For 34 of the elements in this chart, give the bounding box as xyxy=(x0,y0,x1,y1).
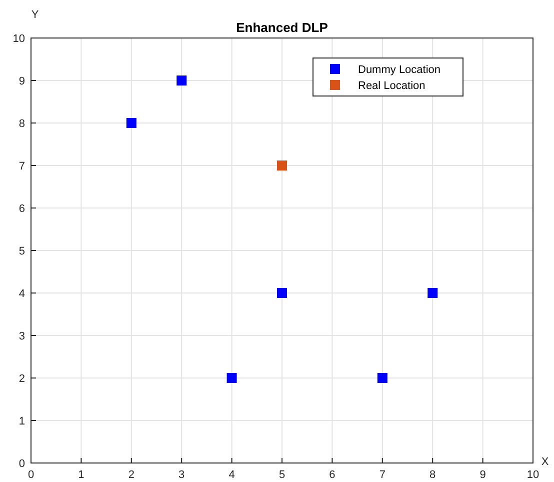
x-tick-label: 10 xyxy=(526,469,540,481)
x-tick-label: 4 xyxy=(228,469,235,481)
y-tick-label: 8 xyxy=(18,118,25,130)
y-tick-label: 5 xyxy=(18,246,25,258)
y-tick-label: 7 xyxy=(18,160,25,172)
x-tick-label: 9 xyxy=(480,469,486,481)
point xyxy=(277,160,287,170)
y-tick-label: 10 xyxy=(12,33,25,45)
point xyxy=(377,373,388,383)
x-tick-label: 2 xyxy=(128,469,134,481)
y-tick-label: 3 xyxy=(18,330,25,342)
x-tick-label: 6 xyxy=(329,469,336,481)
y-tick-label: 6 xyxy=(18,203,25,215)
x-tick-label: 3 xyxy=(178,469,185,481)
chart-title: Enhanced DLP xyxy=(236,20,328,35)
x-tick-label: 5 xyxy=(278,469,286,481)
point xyxy=(277,288,287,298)
x-tick-label: 0 xyxy=(28,469,34,481)
x-axis-title: X xyxy=(541,456,550,468)
legend-label: Dummy Location xyxy=(358,64,441,76)
x-tick-label: 1 xyxy=(78,469,84,481)
y-tick-label: 9 xyxy=(18,76,25,88)
point xyxy=(176,76,187,86)
x-tick-label: 8 xyxy=(430,469,436,481)
y-tick-label: 0 xyxy=(18,458,25,470)
point xyxy=(428,288,438,298)
legend-label: Real Location xyxy=(358,80,426,92)
y-tick-label: 2 xyxy=(18,373,25,385)
y-axis-title: Y xyxy=(31,9,40,21)
y-tick-label: 1 xyxy=(18,416,25,428)
x-tick-label: 7 xyxy=(379,469,386,481)
y-tick-label: 4 xyxy=(18,288,25,300)
point xyxy=(126,118,136,128)
point xyxy=(226,373,237,383)
